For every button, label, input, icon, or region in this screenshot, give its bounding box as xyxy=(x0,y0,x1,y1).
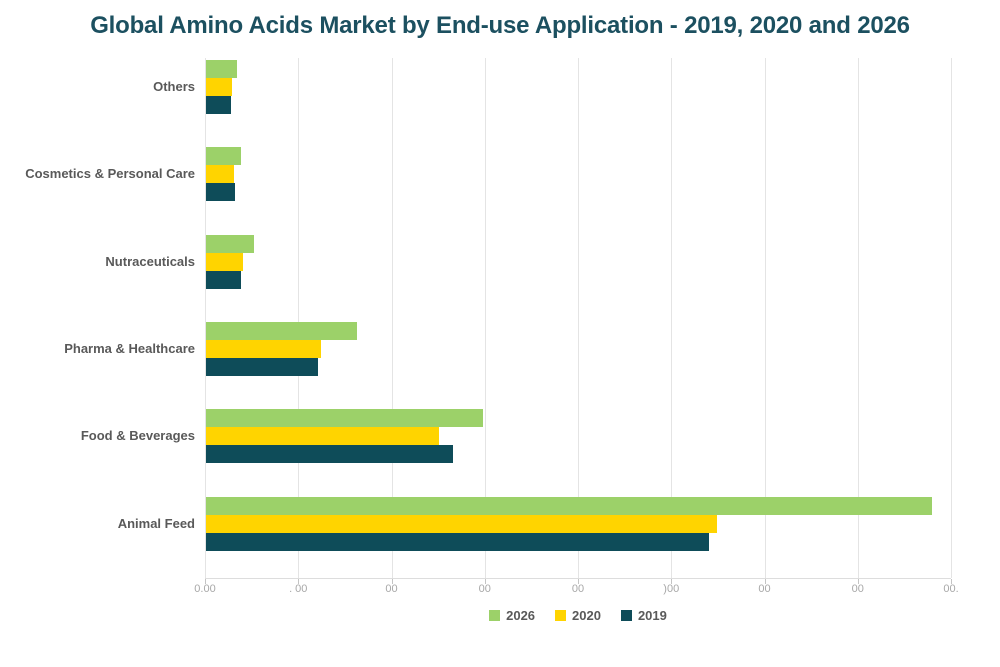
bar-2019 xyxy=(206,96,231,114)
x-tick-label: 00 xyxy=(478,583,491,595)
x-tick-mark xyxy=(671,579,672,584)
legend-swatch-2019 xyxy=(620,610,632,621)
gridline xyxy=(671,58,672,578)
x-tick-label: 00. xyxy=(943,583,959,595)
category-label: Pharma & Healthcare xyxy=(64,341,195,356)
bar-2020 xyxy=(206,515,717,533)
x-tick-mark xyxy=(485,579,486,584)
gridline xyxy=(765,58,766,578)
bar-2019 xyxy=(206,533,709,551)
x-tick-mark xyxy=(205,579,206,584)
legend: 2026 2020 2019 xyxy=(205,608,951,623)
x-tick-label: )00 xyxy=(663,583,680,595)
category-label: Cosmetics & Personal Care xyxy=(25,166,195,181)
bar-2019 xyxy=(206,358,318,376)
legend-swatch-2020 xyxy=(555,610,567,621)
gridline xyxy=(858,58,859,578)
legend-item-2019: 2019 xyxy=(620,608,667,623)
bar-2026 xyxy=(206,147,241,165)
category-label: Food & Beverages xyxy=(80,428,195,443)
bar-2019 xyxy=(206,271,241,289)
x-tick-mark xyxy=(765,579,766,584)
x-tick-mark xyxy=(858,579,859,584)
bar-2019 xyxy=(206,445,453,463)
x-tick-mark xyxy=(298,579,299,584)
x-tick-label: 00 xyxy=(571,583,585,595)
category-label: Nutraceuticals xyxy=(105,254,195,269)
legend-item-2020: 2020 xyxy=(555,608,601,623)
x-tick-label: 00 xyxy=(851,583,864,595)
x-tick-label: 00 xyxy=(758,583,771,595)
category-label: Animal Feed xyxy=(117,516,195,531)
legend-label: 2019 xyxy=(637,608,667,623)
legend-item-2026: 2026 xyxy=(489,608,535,623)
bar-2020 xyxy=(206,165,234,183)
x-tick-label: 00 xyxy=(385,583,398,595)
gridline xyxy=(951,58,952,578)
x-tick-mark xyxy=(578,579,579,584)
gridline xyxy=(392,58,393,578)
bar-2026 xyxy=(206,497,932,515)
chart-title: Global Amino Acids Market by End-use App… xyxy=(90,12,910,39)
legend-label: 2020 xyxy=(572,608,601,623)
x-tick-label: 0.00 xyxy=(194,583,216,595)
category-label: Others xyxy=(153,79,195,94)
gridline xyxy=(298,58,299,578)
x-tick-mark xyxy=(392,579,393,584)
bar-2020 xyxy=(206,253,243,271)
bar-2026 xyxy=(206,409,483,427)
bar-2020 xyxy=(206,78,232,96)
gridline xyxy=(578,58,579,578)
bar-2020 xyxy=(206,427,439,445)
gridline xyxy=(205,58,206,578)
bar-2026 xyxy=(206,60,237,78)
x-tick-label: . 00 xyxy=(289,583,308,595)
gridline xyxy=(485,58,486,578)
bar-2026 xyxy=(206,322,357,340)
x-tick-mark xyxy=(951,579,952,584)
legend-swatch-2026 xyxy=(489,610,501,621)
bar-2026 xyxy=(206,235,254,253)
legend-label: 2026 xyxy=(506,608,536,623)
plot-area xyxy=(205,58,952,584)
bar-2020 xyxy=(206,340,321,358)
bar-2019 xyxy=(206,183,235,201)
